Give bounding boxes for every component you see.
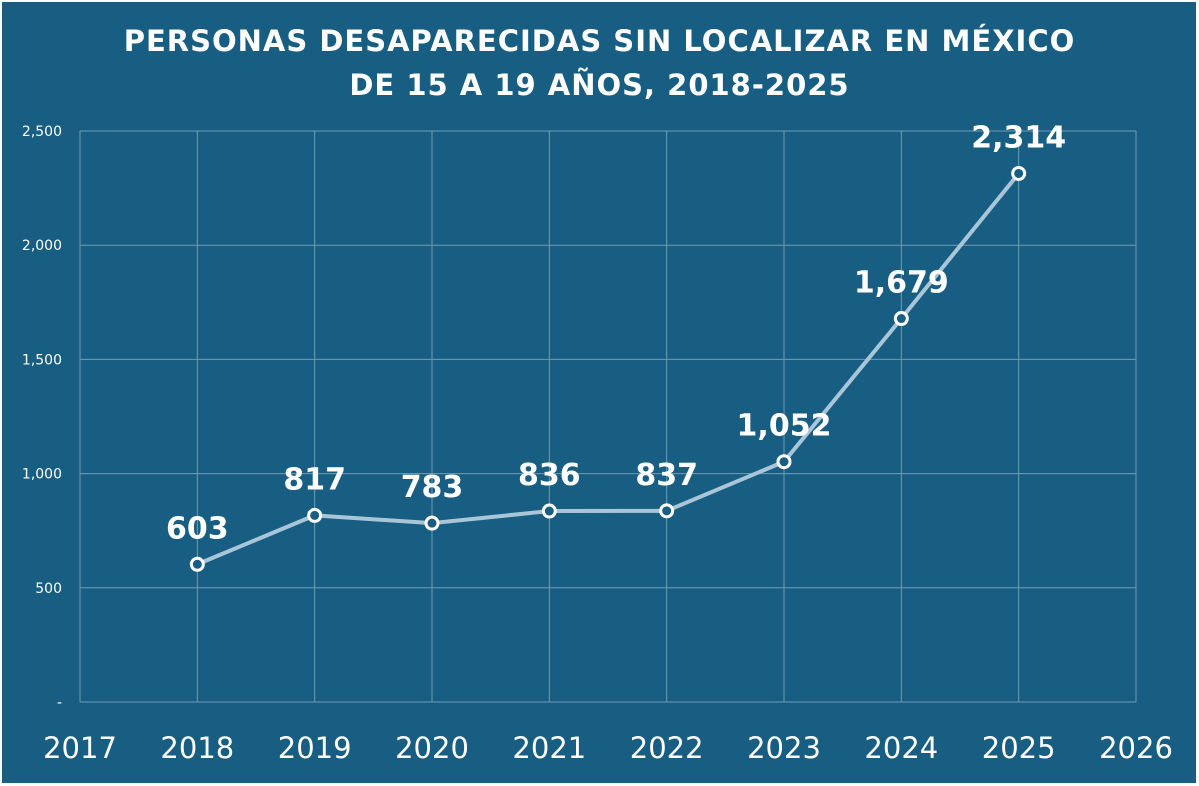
data-point-marker xyxy=(659,503,675,519)
y-tick-label: 500 xyxy=(35,581,62,597)
data-point-marker xyxy=(776,454,792,470)
data-point-marker xyxy=(189,556,205,572)
y-axis-ticks: - 500 1,000 1,500 2,000 2,500 xyxy=(22,124,62,711)
x-axis-ticks: 2017 2018 2019 2020 2021 2022 2023 2024 2025 2026 xyxy=(43,731,1173,765)
x-tick-label: 2017 xyxy=(43,731,117,765)
data-label: 836 xyxy=(518,458,581,493)
x-tick-label: 2020 xyxy=(395,731,469,765)
y-tick-label: 1,500 xyxy=(22,352,62,368)
data-point-marker xyxy=(893,311,909,327)
data-point-marker xyxy=(307,507,323,523)
grid-lines xyxy=(79,130,1137,703)
x-tick-label: 2023 xyxy=(747,731,821,765)
x-tick-label: 2021 xyxy=(512,731,586,765)
x-tick-label: 2024 xyxy=(864,731,938,765)
data-point-marker xyxy=(1011,165,1027,181)
series-line-path xyxy=(195,171,1021,567)
data-label: 2,314 xyxy=(971,120,1066,155)
data-label: 1,679 xyxy=(854,266,949,301)
x-tick-label: 2025 xyxy=(982,731,1056,765)
y-tick-label: 1,000 xyxy=(22,467,62,483)
data-label: 837 xyxy=(635,458,698,493)
data-point-marker xyxy=(541,503,557,519)
data-label: 817 xyxy=(283,462,346,497)
data-point-marker xyxy=(424,515,440,531)
data-label: 603 xyxy=(166,511,229,546)
x-tick-label: 2022 xyxy=(630,731,704,765)
x-tick-label: 2019 xyxy=(278,731,352,765)
data-points xyxy=(189,165,1027,572)
chart-title-line-2: DE 15 A 19 AÑOS, 2018-2025 xyxy=(349,68,850,102)
x-tick-label: 2026 xyxy=(1099,731,1173,765)
series-line xyxy=(195,171,1021,567)
y-tick-label: - xyxy=(57,695,62,711)
data-label: 783 xyxy=(401,470,464,505)
data-label: 1,052 xyxy=(737,409,832,444)
data-labels: 603 817 783 836 837 1,052 1,679 2,314 xyxy=(166,120,1066,546)
x-tick-label: 2018 xyxy=(160,731,234,765)
y-tick-label: 2,500 xyxy=(22,124,62,140)
chart-title-line-1: PERSONAS DESAPARECIDAS SIN LOCALIZAR EN … xyxy=(123,24,1076,58)
y-tick-label: 2,000 xyxy=(22,238,62,254)
